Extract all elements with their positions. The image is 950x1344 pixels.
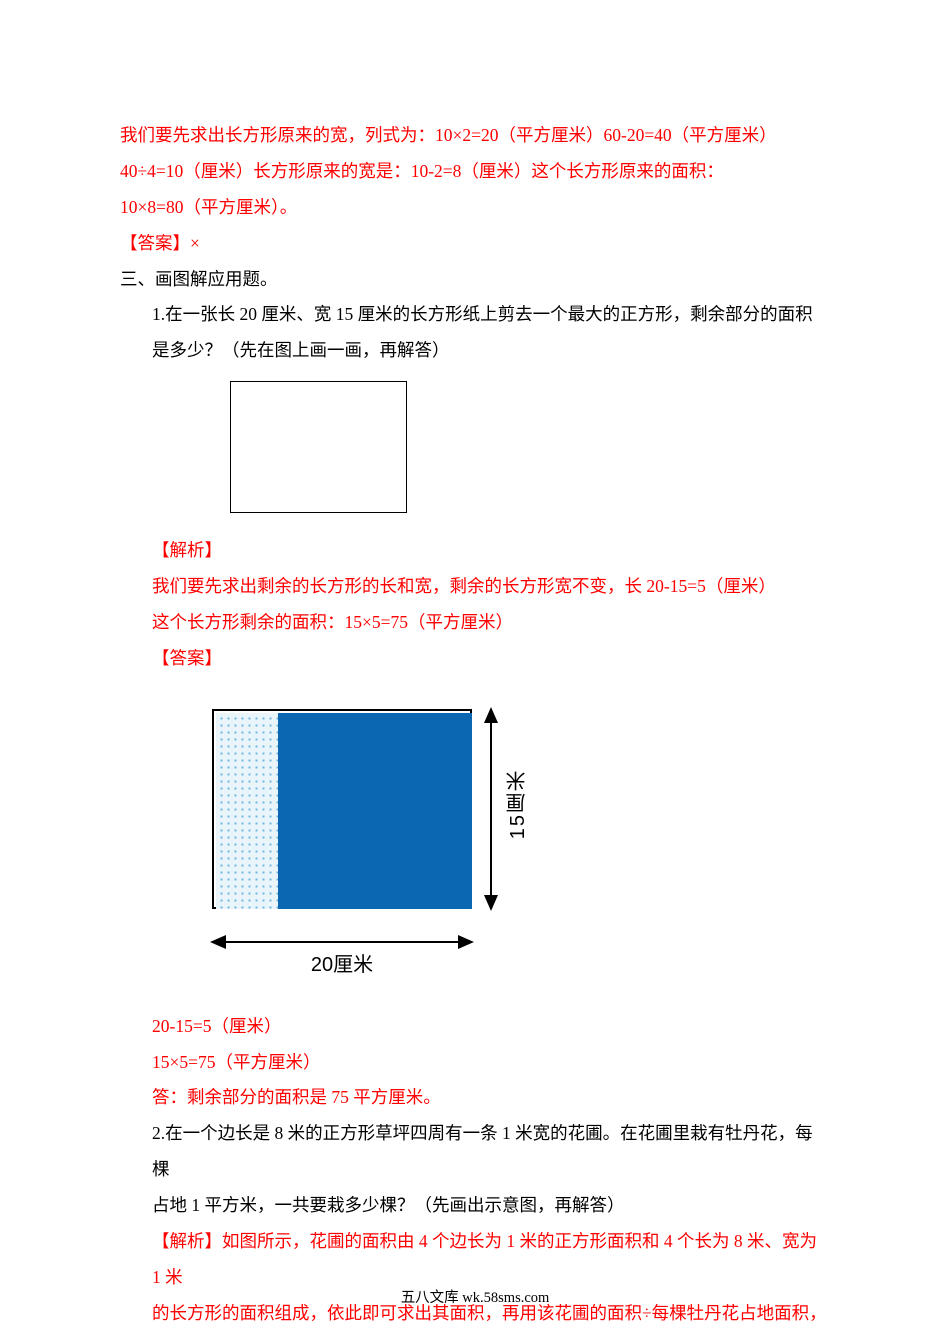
arrow-down-icon xyxy=(484,895,498,911)
page-footer: 五八文库 wk.58sms.com xyxy=(0,1284,950,1314)
q1-analysis-line-2: 这个长方形剩余的面积：15×5=75（平方厘米） xyxy=(120,605,830,641)
q2-line-1: 2.在一个边长是 8 米的正方形草坪四周有一条 1 米宽的花圃。在花圃里栽有牡丹… xyxy=(120,1116,830,1188)
dim-right-line xyxy=(490,709,492,909)
q1-analysis-line-1: 我们要先求出剩余的长方形的长和宽，剩余的长方形宽不变，长 20-15=5（厘米） xyxy=(120,569,830,605)
q1-answer-diagram: 15厘米 20厘米 xyxy=(212,709,542,999)
dim-right-label: 15厘米 xyxy=(498,769,539,839)
q2-analysis-line-1: 如图所示，花圃的面积由 4 个边长为 1 米的正方形面积和 4 个长为 8 米、… xyxy=(152,1231,817,1287)
diagram-cut-square xyxy=(278,713,472,909)
intro-answer-value: × xyxy=(190,233,200,253)
intro-answer-label: 【答案】 xyxy=(120,233,190,253)
diagram-remaining-strip xyxy=(216,713,278,909)
intro-line-2: 40÷4=10（厘米）长方形原来的宽是：10-2=8（厘米）这个长方形原来的面积… xyxy=(120,154,830,190)
q1-blank-rectangle-figure xyxy=(230,381,407,513)
diagram-outer-rect xyxy=(212,709,472,909)
intro-line-1: 我们要先求出长方形原来的宽，列式为：10×2=20（平方厘米）60-20=40（… xyxy=(120,118,830,154)
section-3-heading: 三、画图解应用题。 xyxy=(120,262,830,298)
q1-analysis-label: 【解析】 xyxy=(120,533,830,569)
q1-answer-label: 【答案】 xyxy=(120,641,830,677)
diagram-width-dimension: 20厘米 xyxy=(212,919,472,974)
q1-calc-line-1: 20-15=5（厘米） xyxy=(120,1009,830,1045)
diagram-height-dimension: 15厘米 xyxy=(484,709,534,909)
document-page: 我们要先求出长方形原来的宽，列式为：10×2=20（平方厘米）60-20=40（… xyxy=(0,0,950,1344)
intro-answer-row: 【答案】× xyxy=(120,226,830,262)
dim-bottom-label: 20厘米 xyxy=(212,945,472,986)
q1-calc-line-3: 答：剩余部分的面积是 75 平方厘米。 xyxy=(120,1080,830,1116)
q1-line-1: 1.在一张长 20 厘米、宽 15 厘米的长方形纸上剪去一个最大的正方形，剩余部… xyxy=(120,297,830,333)
intro-line-3: 10×8=80（平方厘米）。 xyxy=(120,190,830,226)
q2-analysis-label: 【解析】 xyxy=(152,1231,222,1251)
q1-calc-line-2: 15×5=75（平方厘米） xyxy=(120,1045,830,1081)
q1-line-2: 是多少？（先在图上画一画，再解答） xyxy=(120,333,830,369)
dim-bottom-line xyxy=(212,941,472,943)
arrow-up-icon xyxy=(484,707,498,723)
q2-line-2: 占地 1 平方米，一共要栽多少棵？（先画出示意图，再解答） xyxy=(120,1188,830,1224)
